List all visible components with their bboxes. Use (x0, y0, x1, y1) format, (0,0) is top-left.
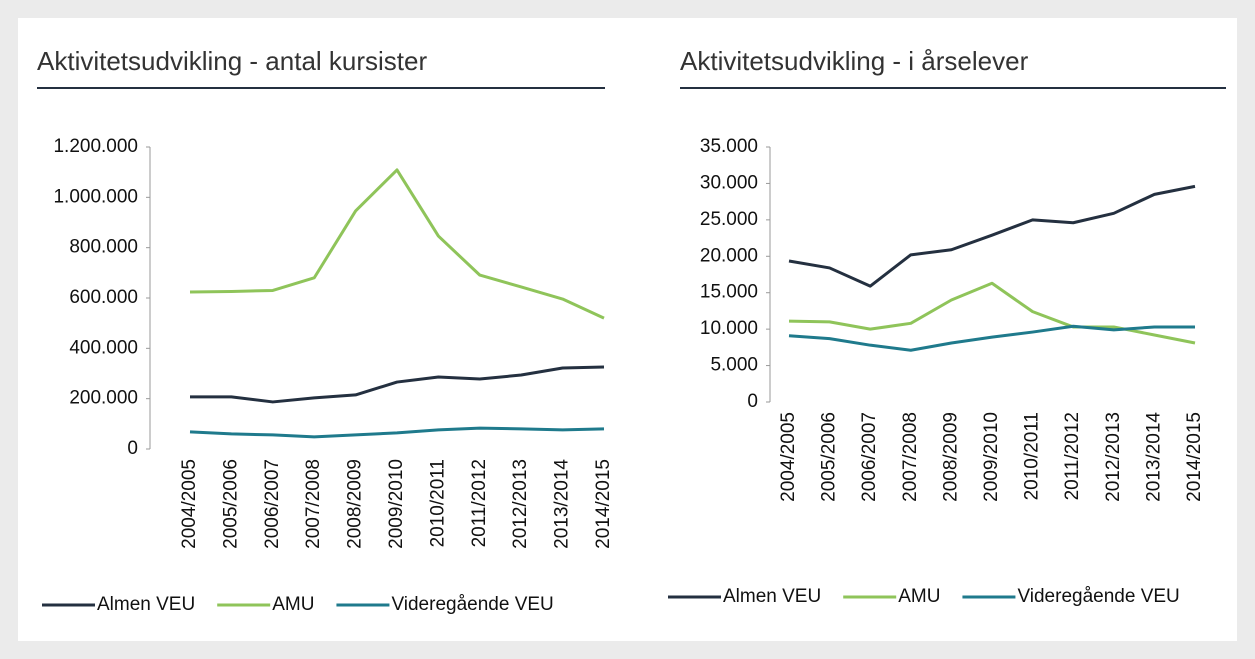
x-tick-label: 2004/2005 (778, 412, 799, 502)
x-tick-label: 2013/2014 (1143, 412, 1164, 502)
series-line (189, 426, 605, 439)
y-tick-label: 400.000 (69, 337, 138, 358)
x-tick-label: 2010/2011 (427, 459, 448, 547)
y-tick-label: 1.200.000 (53, 136, 138, 157)
x-tick-label: 2009/2010 (981, 412, 1002, 502)
y-tick-label: 600.000 (69, 287, 138, 308)
legend-label: AMU (898, 586, 940, 607)
legend-label: Videregående VEU (1017, 586, 1179, 607)
y-tick-label: 800.000 (69, 237, 138, 258)
series-line (788, 324, 1195, 352)
legend-label: Videregående VEU (391, 594, 553, 615)
x-tick-label: 2012/2013 (1103, 412, 1124, 502)
x-tick-label: 2007/2008 (303, 459, 324, 549)
x-tick-label: 2010/2011 (1022, 412, 1043, 500)
x-tick-label: 2011/2012 (469, 459, 490, 547)
x-tick-label: 2009/2010 (386, 459, 407, 549)
y-tick-label: 10.000 (700, 318, 758, 339)
series-line (190, 365, 605, 404)
y-tick-label: 0 (747, 391, 758, 412)
y-tick-label: 1.000.000 (53, 186, 138, 207)
x-tick-label: 2006/2007 (859, 412, 880, 502)
x-tick-label: 2013/2014 (552, 459, 573, 549)
y-tick-label: 0 (127, 438, 138, 459)
y-tick-label: 35.000 (700, 136, 758, 157)
x-tick-label: 2014/2015 (593, 459, 614, 549)
y-tick-label: 20.000 (700, 245, 758, 266)
x-tick-label: 2008/2009 (940, 412, 961, 502)
y-tick-label: 25.000 (700, 209, 758, 230)
x-tick-label: 2011/2012 (1062, 412, 1083, 500)
legend-label: Almen VEU (723, 586, 821, 607)
y-tick-label: 200.000 (69, 388, 138, 409)
x-tick-label: 2005/2006 (220, 459, 241, 549)
panel (18, 18, 1237, 641)
x-tick-label: 2008/2009 (345, 459, 366, 549)
series-line (189, 168, 605, 320)
x-tick-label: 2006/2007 (262, 459, 283, 549)
x-tick-label: 2014/2015 (1184, 412, 1205, 502)
x-tick-label: 2012/2013 (510, 459, 531, 549)
chart-title: Aktivitetsudvikling - i årselever (680, 46, 1029, 76)
chart-title: Aktivitetsudvikling - antal kursister (37, 46, 427, 76)
y-tick-label: 5.000 (710, 355, 758, 376)
x-tick-label: 2007/2008 (900, 412, 921, 502)
legend-label: AMU (272, 594, 314, 615)
legend-label: Almen VEU (97, 594, 195, 615)
x-tick-label: 2004/2005 (179, 459, 200, 549)
x-tick-label: 2005/2006 (819, 412, 840, 502)
y-tick-label: 30.000 (700, 172, 758, 193)
y-tick-label: 15.000 (700, 282, 758, 303)
series-line (788, 184, 1196, 288)
